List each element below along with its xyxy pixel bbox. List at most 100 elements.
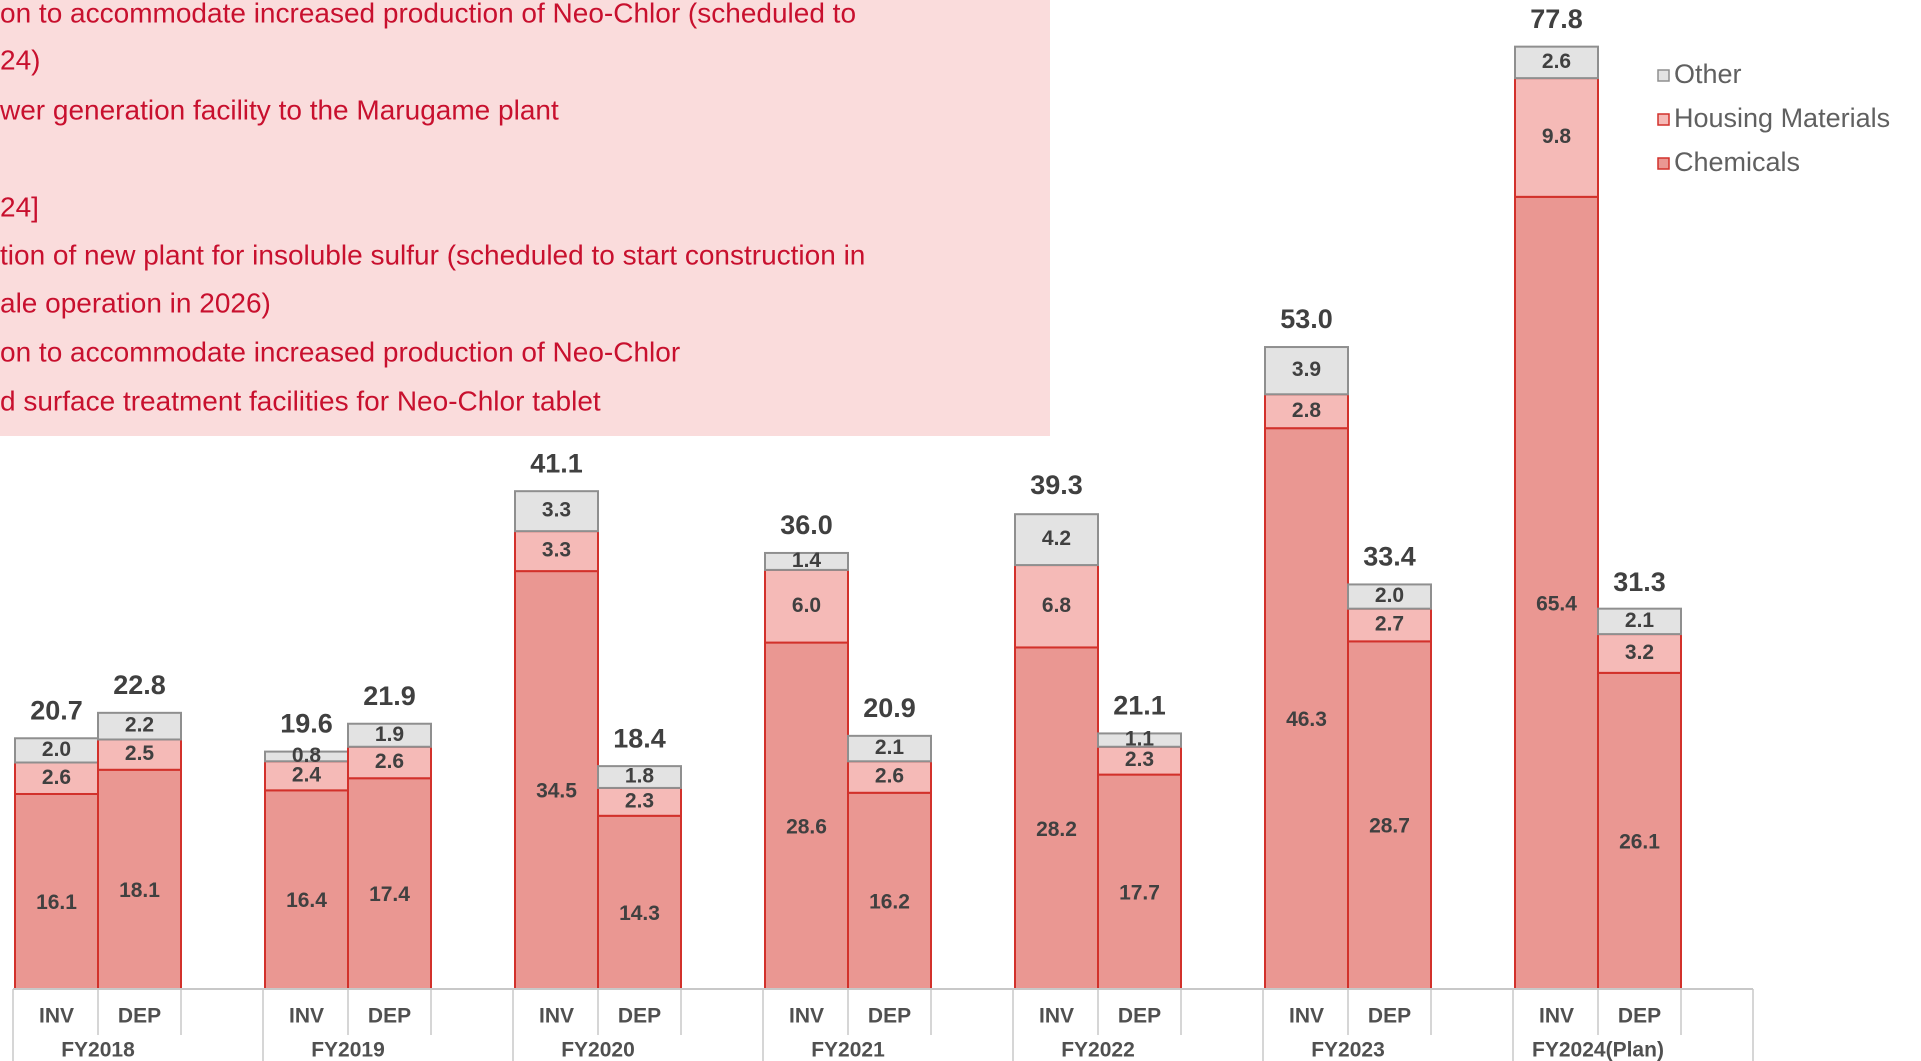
bar-segment xyxy=(1014,564,1099,649)
bar-segment xyxy=(97,768,182,990)
legend-swatch xyxy=(1657,157,1670,170)
bar-segment xyxy=(847,734,932,763)
segment-label: 3.3 xyxy=(542,499,571,522)
segment-label: 34.5 xyxy=(536,780,577,803)
segment-label: 1.4 xyxy=(792,549,822,572)
segment-label: 2.6 xyxy=(375,750,404,773)
legend-label: Other xyxy=(1674,59,1742,89)
segment-label: 2.0 xyxy=(1375,584,1404,607)
x-tick-label: INV xyxy=(1539,1005,1574,1028)
bar-segment xyxy=(597,765,682,789)
bar-segment xyxy=(847,760,932,794)
segment-label: 9.8 xyxy=(1542,125,1572,148)
bar-segment xyxy=(1097,732,1182,748)
group-label: FY2024(Plan) xyxy=(1532,1039,1664,1061)
note-line: ale operation in 2026) xyxy=(0,287,271,318)
total-label: 21.9 xyxy=(363,681,416,711)
segment-label: 2.6 xyxy=(1542,50,1571,73)
x-tick-label: INV xyxy=(1289,1005,1324,1028)
legend-swatch xyxy=(1657,69,1670,82)
total-label: 20.9 xyxy=(863,693,916,723)
segment-label: 2.1 xyxy=(875,736,905,759)
bar-segment xyxy=(1264,346,1349,396)
segment-label: 2.3 xyxy=(625,789,654,812)
segment-label: 1.8 xyxy=(625,765,655,788)
segment-label: 3.3 xyxy=(542,539,571,562)
bar-segment xyxy=(14,737,99,764)
total-label: 36.0 xyxy=(780,510,833,540)
bar-segment xyxy=(1514,45,1599,80)
group-label: FY2021 xyxy=(811,1039,885,1061)
segment-label: 2.4 xyxy=(292,763,322,786)
total-label: 20.7 xyxy=(30,695,83,725)
x-tick-label: DEP xyxy=(1618,1005,1661,1028)
bar-segment xyxy=(764,551,849,571)
segment-label: 6.8 xyxy=(1042,594,1072,617)
group-label: FY2018 xyxy=(61,1039,135,1061)
segment-label: 4.2 xyxy=(1042,527,1071,550)
x-tick-label: INV xyxy=(539,1005,574,1028)
segment-label: 2.6 xyxy=(42,766,71,789)
x-tick-label: DEP xyxy=(618,1005,661,1028)
bar-segment xyxy=(1097,773,1182,991)
bar-segment xyxy=(347,722,432,748)
segment-label: 2.1 xyxy=(1625,609,1655,632)
x-tick-label: DEP xyxy=(1368,1005,1411,1028)
x-tick-label: DEP xyxy=(868,1005,911,1028)
bar-segment xyxy=(14,761,99,795)
note-line: tion of new plant for insoluble sulfur (… xyxy=(0,239,865,270)
x-tick-label: DEP xyxy=(1118,1005,1161,1028)
segment-label: 6.0 xyxy=(792,594,821,617)
legend-label: Chemicals xyxy=(1674,147,1800,177)
note-line: wer generation facility to the Marugame … xyxy=(0,94,559,125)
x-tick-label: INV xyxy=(1039,1005,1074,1028)
segment-label: 1.9 xyxy=(375,723,404,746)
note-box xyxy=(0,0,1050,436)
x-tick-label: INV xyxy=(789,1005,824,1028)
legend-label: Housing Materials xyxy=(1674,103,1890,133)
x-tick-label: DEP xyxy=(368,1005,411,1028)
segment-label: 65.4 xyxy=(1536,592,1577,615)
note-line: 24] xyxy=(0,191,39,222)
total-label: 33.4 xyxy=(1363,542,1416,572)
note-line: 24) xyxy=(0,44,40,75)
bar-segment xyxy=(597,814,682,991)
total-label: 39.3 xyxy=(1030,470,1083,500)
bar-segment xyxy=(264,789,349,990)
bar-segment xyxy=(347,745,432,780)
bar-segment xyxy=(514,570,599,991)
bar-segment xyxy=(14,792,99,991)
segment-label: 2.8 xyxy=(1292,399,1322,422)
segment-label: 3.9 xyxy=(1292,358,1321,381)
segment-label: 28.6 xyxy=(786,815,827,838)
group-label: FY2020 xyxy=(561,1039,635,1061)
segment-label: 0.8 xyxy=(292,744,322,767)
segment-label: 28.7 xyxy=(1369,815,1410,838)
bar-segment xyxy=(264,760,349,792)
bar-segment xyxy=(1014,513,1099,567)
segment-label: 3.2 xyxy=(1625,641,1654,664)
total-label: 19.6 xyxy=(280,709,333,739)
segment-label: 16.1 xyxy=(36,891,77,914)
note-line: d surface treatment facilities for Neo-C… xyxy=(0,385,601,416)
bar-segment xyxy=(847,791,932,991)
bar-segment xyxy=(1514,195,1599,990)
note-line: on to accommodate increased production o… xyxy=(0,336,680,367)
group-label: FY2019 xyxy=(311,1039,385,1061)
bar-segment xyxy=(514,530,599,573)
total-label: 22.8 xyxy=(113,670,166,700)
segment-label: 2.3 xyxy=(1125,748,1154,771)
total-label: 41.1 xyxy=(530,448,583,478)
segment-label: 16.4 xyxy=(286,889,327,912)
bar-segment xyxy=(1347,607,1432,643)
group-label: FY2023 xyxy=(1311,1039,1385,1061)
bar-segment xyxy=(1347,640,1432,991)
bar-segment xyxy=(97,738,182,771)
segment-label: 18.1 xyxy=(119,879,160,902)
legend-swatch xyxy=(1657,113,1670,126)
bar-segment xyxy=(1597,671,1682,991)
bar-segment xyxy=(764,568,849,644)
segment-label: 28.2 xyxy=(1036,818,1077,841)
